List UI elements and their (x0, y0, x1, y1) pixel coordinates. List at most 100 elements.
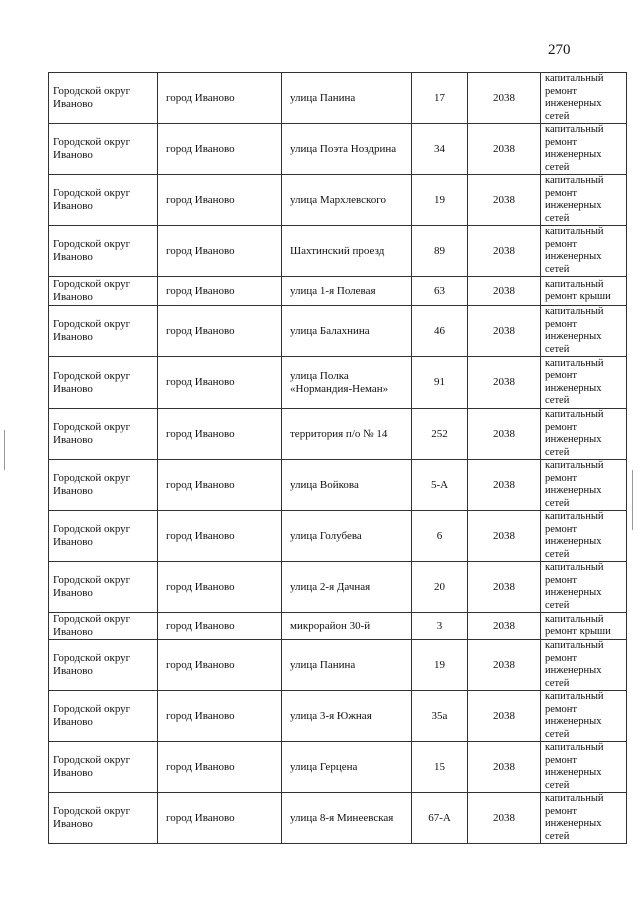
district-cell: Городской округ Иваново (48, 174, 158, 226)
street-cell: улица 2-я Дачная (281, 561, 412, 613)
city-cell: город Иваново (157, 72, 282, 124)
city-cell: город Иваново (157, 356, 282, 409)
street-cell: улица Войкова (281, 459, 412, 511)
street-cell: Шахтинский проезд (281, 225, 412, 277)
street-cell: улица Балахнина (281, 305, 412, 357)
year-cell: 2038 (467, 174, 541, 226)
street-cell: улица 1-я Полевая (281, 276, 412, 306)
city-cell: город Иваново (157, 792, 282, 844)
district-cell: Городской округ Иваново (48, 225, 158, 277)
work-type-cell: капитальный ремонт инженерных сетей (540, 356, 627, 409)
house-number-cell: 63 (411, 276, 468, 306)
house-number-cell: 15 (411, 741, 468, 793)
year-cell: 2038 (467, 408, 541, 460)
street-cell: улица Голубева (281, 510, 412, 562)
table-row: Городской округ Иваново город Иваново улиц… (48, 690, 627, 742)
city-cell: город Иваново (157, 305, 282, 357)
city-cell: город Иваново (157, 612, 282, 640)
street-cell: улица Поэта Ноздрина (281, 123, 412, 175)
city-cell: город Иваново (157, 741, 282, 793)
year-cell: 2038 (467, 612, 541, 640)
work-type-cell: капитальный ремонт инженерных сетей (540, 792, 627, 844)
city-cell: город Иваново (157, 408, 282, 460)
district-cell: Городской округ Иваново (48, 408, 158, 460)
year-cell: 2038 (467, 356, 541, 409)
city-cell: город Иваново (157, 510, 282, 562)
district-cell: Городской округ Иваново (48, 741, 158, 793)
house-number-cell: 91 (411, 356, 468, 409)
city-cell: город Иваново (157, 561, 282, 613)
district-cell: Городской округ Иваново (48, 792, 158, 844)
work-type-cell: капитальный ремонт инженерных сетей (540, 690, 627, 742)
table-row: Городской округ Иваново город Иваново улиц… (48, 276, 627, 306)
street-cell: территория п/о № 14 (281, 408, 412, 460)
work-type-cell: капитальный ремонт инженерных сетей (540, 72, 627, 124)
street-cell: микрорайон 30-й (281, 612, 412, 640)
table-row: Городской округ Иваново город Иваново улиц… (48, 639, 627, 691)
table-row: Городской округ Иваново город Иваново микр… (48, 612, 627, 640)
table-row: Городской округ Иваново город Иваново улиц… (48, 72, 627, 124)
street-cell: улица Панина (281, 639, 412, 691)
year-cell: 2038 (467, 123, 541, 175)
table-row: Городской округ Иваново город Иваново улиц… (48, 561, 627, 613)
street-cell: улица Мархлевского (281, 174, 412, 226)
year-cell: 2038 (467, 741, 541, 793)
house-number-cell: 35а (411, 690, 468, 742)
house-number-cell: 46 (411, 305, 468, 357)
scan-edge-mark (632, 470, 633, 530)
year-cell: 2038 (467, 639, 541, 691)
house-number-cell: 17 (411, 72, 468, 124)
city-cell: город Иваново (157, 276, 282, 306)
table-row: Городской округ Иваново город Иваново улиц… (48, 356, 627, 409)
work-type-cell: капитальный ремонт крыши (540, 612, 627, 640)
work-type-cell: капитальный ремонт инженерных сетей (540, 174, 627, 226)
district-cell: Городской округ Иваново (48, 276, 158, 306)
year-cell: 2038 (467, 72, 541, 124)
work-type-cell: капитальный ремонт инженерных сетей (540, 741, 627, 793)
year-cell: 2038 (467, 305, 541, 357)
district-cell: Городской округ Иваново (48, 612, 158, 640)
city-cell: город Иваново (157, 459, 282, 511)
street-cell: улица Панина (281, 72, 412, 124)
table-row: Городской округ Иваново город Иваново Шахт… (48, 225, 627, 277)
house-number-cell: 20 (411, 561, 468, 613)
table-row: Городской округ Иваново город Иваново улиц… (48, 510, 627, 562)
table-row: Городской округ Иваново город Иваново улиц… (48, 459, 627, 511)
work-type-cell: капитальный ремонт инженерных сетей (540, 305, 627, 357)
work-type-cell: капитальный ремонт инженерных сетей (540, 510, 627, 562)
table-row: Городской округ Иваново город Иваново терр… (48, 408, 627, 460)
house-number-cell: 19 (411, 639, 468, 691)
street-cell: улица 8-я Минеевская (281, 792, 412, 844)
house-number-cell: 34 (411, 123, 468, 175)
work-type-cell: капитальный ремонт инженерных сетей (540, 459, 627, 511)
house-number-cell: 5-А (411, 459, 468, 511)
work-type-cell: капитальный ремонт инженерных сетей (540, 123, 627, 175)
district-cell: Городской округ Иваново (48, 305, 158, 357)
work-type-cell: капитальный ремонт инженерных сетей (540, 408, 627, 460)
table-row: Городской округ Иваново город Иваново улиц… (48, 741, 627, 793)
table-row: Городской округ Иваново город Иваново улиц… (48, 305, 627, 357)
district-cell: Городской округ Иваново (48, 123, 158, 175)
house-number-cell: 67-А (411, 792, 468, 844)
district-cell: Городской округ Иваново (48, 459, 158, 511)
district-cell: Городской округ Иваново (48, 690, 158, 742)
district-cell: Городской округ Иваново (48, 561, 158, 613)
house-number-cell: 3 (411, 612, 468, 640)
scan-edge-mark (4, 430, 5, 470)
page-number: 270 (548, 42, 571, 58)
year-cell: 2038 (467, 792, 541, 844)
district-cell: Городской округ Иваново (48, 356, 158, 409)
year-cell: 2038 (467, 459, 541, 511)
city-cell: город Иваново (157, 690, 282, 742)
street-cell: улица 3-я Южная (281, 690, 412, 742)
house-number-cell: 252 (411, 408, 468, 460)
table-row: Городской округ Иваново город Иваново улиц… (48, 123, 627, 175)
house-number-cell: 6 (411, 510, 468, 562)
year-cell: 2038 (467, 225, 541, 277)
work-type-cell: капитальный ремонт инженерных сетей (540, 639, 627, 691)
work-type-cell: капитальный ремонт инженерных сетей (540, 225, 627, 277)
street-cell: улица Герцена (281, 741, 412, 793)
work-type-cell: капитальный ремонт крыши (540, 276, 627, 306)
year-cell: 2038 (467, 561, 541, 613)
city-cell: город Иваново (157, 225, 282, 277)
